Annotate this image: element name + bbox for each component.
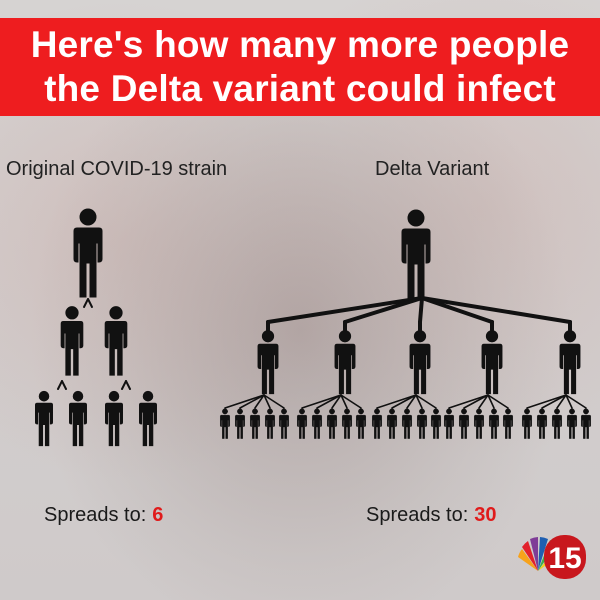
delta-spread-count: 30: [474, 504, 497, 526]
delta-variant-title: Delta Variant: [375, 158, 490, 180]
person-icon: [372, 408, 382, 439]
person-icon: [356, 408, 366, 439]
spread-line: [340, 394, 362, 409]
person-icon: [105, 390, 123, 447]
spread-line: [266, 296, 424, 324]
person-icon: [552, 408, 562, 439]
spread-line: [565, 394, 587, 409]
person-icon: [401, 209, 431, 299]
spread-line: [487, 394, 509, 409]
spread-line: [340, 394, 348, 409]
spread-line: [541, 394, 567, 409]
person-icon: [444, 408, 454, 439]
headline-banner: Here's how many more people the Delta va…: [0, 18, 600, 116]
person-icon: [60, 306, 84, 376]
person-icon: [474, 408, 484, 439]
spread-line: [420, 296, 494, 324]
spread-line: [418, 296, 424, 324]
delta-spread-label: Spreads to:: [366, 504, 469, 526]
person-icon: [312, 408, 322, 439]
spread-line: [526, 394, 567, 409]
person-icon: [235, 408, 245, 439]
person-icon: [581, 408, 591, 439]
person-icon: [327, 408, 337, 439]
logo-badge: [544, 535, 586, 579]
branch-caret: [121, 380, 127, 390]
headline-line-1: Here's how many more people: [30, 24, 570, 65]
original-spread-text: Spreads to: 6: [44, 504, 163, 527]
spread-line: [406, 394, 417, 409]
person-icon: [257, 330, 279, 395]
person-icon: [417, 408, 427, 439]
person-icon: [489, 408, 499, 439]
person-icon: [537, 408, 547, 439]
person-icon: [481, 330, 503, 395]
spread-line: [376, 394, 417, 409]
spread-line: [239, 394, 265, 409]
original-spread-label: Spreads to:: [44, 504, 147, 526]
original-strain-title: Original COVID-19 strain: [6, 158, 228, 180]
person-icon: [104, 306, 128, 376]
delta-spread-text: Spreads to: 30: [366, 504, 497, 527]
spread-line: [301, 394, 342, 409]
spread-line: [391, 394, 417, 409]
spread-line: [224, 394, 265, 409]
branch-caret: [125, 380, 131, 390]
person-icon: [431, 408, 441, 439]
headline-line-2: the Delta variant could infect: [44, 68, 556, 109]
spread-line: [254, 394, 265, 409]
spread-line: [420, 296, 572, 324]
person-icon: [409, 330, 431, 395]
person-icon: [503, 408, 513, 439]
person-icon: [387, 408, 397, 439]
person-icon: [459, 408, 469, 439]
person-icon: [73, 208, 103, 298]
person-icon: [567, 408, 577, 439]
person-icon: [402, 408, 412, 439]
spread-line: [415, 394, 423, 409]
person-icon: [139, 390, 157, 447]
spread-line: [463, 394, 489, 409]
person-icon: [250, 408, 260, 439]
spread-line: [565, 394, 573, 409]
person-icon: [559, 330, 581, 395]
branch-caret: [83, 298, 89, 308]
spread-line: [556, 394, 567, 409]
spread-line: [487, 394, 495, 409]
logo-number: 15: [548, 542, 581, 575]
spread-line: [478, 394, 489, 409]
spread-line: [316, 394, 342, 409]
spread-line: [448, 394, 489, 409]
nbc-15-logo: 15: [518, 535, 586, 579]
person-icon: [297, 408, 307, 439]
person-icon: [220, 408, 230, 439]
spread-line: [263, 394, 271, 409]
person-icon: [69, 390, 87, 447]
person-icon: [265, 408, 275, 439]
spread-line: [263, 394, 285, 409]
branch-caret: [57, 380, 63, 390]
person-icon: [334, 330, 356, 395]
branch-caret: [61, 380, 67, 390]
original-spread-count: 6: [152, 504, 164, 526]
spread-line: [415, 394, 437, 409]
person-icon: [279, 408, 289, 439]
person-icon: [35, 390, 53, 447]
spread-line: [343, 296, 424, 324]
spread-line: [331, 394, 342, 409]
branch-caret: [87, 298, 93, 308]
person-icon: [522, 408, 532, 439]
person-icon: [342, 408, 352, 439]
